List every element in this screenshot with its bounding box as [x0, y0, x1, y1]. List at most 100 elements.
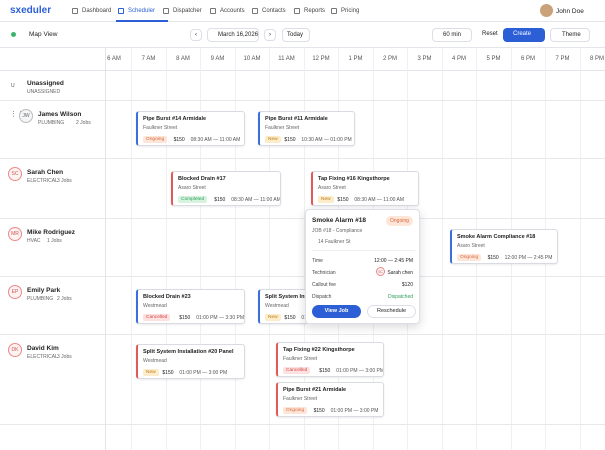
nav-divider — [0, 21, 605, 22]
job-street: Faulkner Street — [143, 125, 178, 131]
job-status: New — [265, 136, 281, 143]
hour-gridline — [234, 48, 236, 450]
job-price: $150 — [284, 137, 296, 143]
technician-name[interactable]: Emily Park — [27, 287, 61, 294]
technician-trade: ELECTRICAL — [27, 178, 58, 184]
job-card[interactable]: Split System Installation #20 Panel Westm… — [136, 344, 245, 379]
job-street: Asaro Street — [318, 185, 346, 191]
technician-name[interactable]: Sarah Chen — [27, 169, 64, 176]
toolbar-divider — [0, 47, 605, 48]
job-price: $150 — [179, 315, 191, 321]
job-status: New — [265, 314, 281, 321]
nav-icon[interactable] — [210, 8, 216, 14]
popover-divider — [312, 250, 415, 251]
create-button[interactable]: Create — [503, 28, 545, 42]
job-count: 2 Jobs — [76, 120, 91, 126]
hour-label: 7 AM — [141, 56, 156, 62]
technician-trade: ELECTRICAL — [27, 354, 58, 360]
job-card[interactable]: Tap Fixing #16 Kingsthorpe Asaro Street Ne… — [311, 171, 419, 206]
nav-item[interactable]: Contacts — [262, 8, 286, 14]
nav-icon[interactable] — [163, 8, 169, 14]
nav-icon[interactable] — [252, 8, 258, 14]
nav-active-underline — [116, 20, 168, 22]
job-street: Asaro Street — [178, 185, 206, 191]
hour-label: 8 PM — [589, 56, 604, 62]
job-price: $150 — [214, 197, 226, 203]
job-title: Tap Fixing #22 Kingsthorpe — [283, 347, 355, 353]
nav-item[interactable]: Dashboard — [82, 8, 112, 14]
nav-icon[interactable] — [118, 8, 124, 14]
avatar: DK — [8, 343, 22, 357]
job-title: Blocked Drain #17 — [178, 176, 226, 182]
job-title: Smoke Alarm Compliance #18 — [457, 234, 536, 240]
nav-item[interactable]: Reports — [304, 8, 326, 14]
job-card[interactable]: Smoke Alarm Compliance #18 Asaro Street On… — [450, 229, 558, 264]
next-button[interactable]: › — [264, 29, 276, 41]
technician-name[interactable]: Mike Rodriguez — [27, 229, 76, 236]
job-street: Westmead — [265, 303, 289, 309]
hour-label: 3 PM — [417, 56, 432, 62]
hour-label: 2 PM — [382, 56, 397, 62]
job-time: 01:00 PM — 3:30 PM — [196, 315, 244, 321]
nav-item[interactable]: Accounts — [220, 8, 245, 14]
hour-gridline — [269, 48, 270, 450]
job-count: 1 Jobs — [47, 238, 62, 244]
hour-label: 8 AM — [176, 56, 190, 62]
nav-item[interactable]: Pricing — [341, 8, 360, 14]
job-title: Blocked Drain #23 — [143, 294, 191, 300]
hour-label: 4 PM — [451, 56, 466, 62]
technician-name[interactable]: James Wilson — [38, 111, 82, 118]
hour-label: 9 AM — [210, 56, 225, 62]
avatar: EP — [8, 285, 22, 299]
nav-item[interactable]: Scheduler — [128, 8, 156, 14]
job-street: Asaro Street — [457, 243, 485, 249]
job-card[interactable]: Blocked Drain #17 Asaro Street Completed $1… — [171, 171, 281, 206]
zoom-control[interactable]: 60 min — [432, 28, 472, 42]
technician-name[interactable]: David Kim — [27, 345, 59, 352]
hour-gridline — [303, 48, 305, 450]
job-popover: Smoke Alarm #18 Ongoing JOB #18 - Complian… — [305, 209, 420, 324]
header-divider — [0, 70, 605, 71]
prev-button[interactable]: ‹ — [190, 29, 202, 41]
nav-icon[interactable] — [72, 8, 78, 14]
job-card[interactable]: Pipe Burst #11 Armidale Faulkner Street Ne… — [258, 111, 355, 146]
map-view-button[interactable]: Map View — [29, 31, 58, 38]
row-divider — [0, 276, 605, 277]
date-picker[interactable]: March 16,2026 — [207, 28, 259, 42]
reset-button[interactable]: Reset — [482, 31, 498, 37]
avatar: SC — [8, 167, 22, 181]
job-title: Pipe Burst #14 Armidale — [143, 116, 207, 122]
job-status: Cancelled — [143, 314, 171, 321]
job-card[interactable]: Pipe Burst #21 Armidale Faulkner Street On… — [276, 382, 384, 417]
job-count: 2 Jobs — [57, 296, 72, 302]
hour-label: 12 PM — [312, 56, 330, 62]
job-card[interactable]: Tap Fixing #22 Kingsthorpe Faulkner Stree… — [276, 342, 384, 377]
user-avatar[interactable] — [540, 4, 553, 17]
avatar: U — [11, 83, 15, 89]
user-name[interactable]: John Doe — [556, 8, 584, 15]
nav-icon[interactable] — [331, 8, 337, 14]
nav-icon[interactable] — [294, 8, 300, 14]
job-status: Ongoing — [143, 136, 168, 143]
job-count: 3 Jobs — [57, 178, 72, 184]
today-select[interactable]: Today — [282, 28, 310, 42]
view-job-button[interactable]: View Job — [312, 305, 361, 318]
job-card[interactable]: Blocked Drain #23 Westmead Cancelled $150 01… — [136, 289, 245, 324]
theme-select[interactable]: Theme — [550, 28, 590, 42]
job-time: 08:30 AM — 11:00 AM — [354, 197, 405, 203]
job-card[interactable]: Split System Installation Westmead New$150… — [258, 289, 308, 324]
reschedule-button[interactable]: Reschedule — [367, 305, 416, 318]
hour-gridline — [441, 48, 443, 450]
nav-item[interactable]: Dispatcher — [173, 8, 202, 14]
logo[interactable]: sxeduler — [10, 5, 52, 16]
job-price: $150 — [319, 368, 331, 374]
technician-name[interactable]: Unassigned — [27, 80, 64, 87]
job-title: Pipe Burst #11 Armidale — [265, 116, 328, 122]
drag-handle[interactable]: ⋮⋮ — [10, 111, 24, 118]
job-title: Split System Installation — [265, 294, 308, 300]
job-card[interactable]: Pipe Burst #14 Armidale Faulkner Street On… — [136, 111, 245, 146]
popover-status: Ongoing — [386, 216, 413, 226]
technician-trade: PLUMBING — [27, 296, 54, 302]
